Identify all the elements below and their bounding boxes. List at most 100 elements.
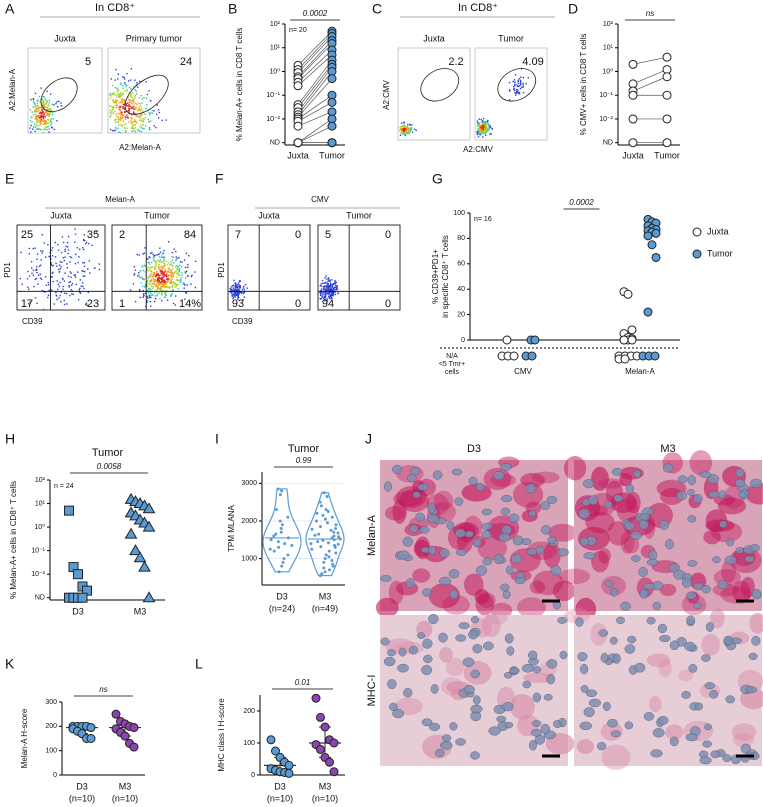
event-dot [149, 128, 151, 131]
event-dot [130, 122, 132, 124]
event-dot [162, 260, 165, 262]
event-dot [490, 133, 492, 135]
event-dot [150, 274, 152, 277]
event-dot [238, 286, 241, 288]
event-dot [160, 289, 162, 292]
event-dot [183, 259, 186, 261]
event-dot [488, 125, 490, 128]
pair-line [297, 125, 333, 144]
event-dot [115, 106, 117, 109]
event-dot [159, 260, 162, 263]
event-dot [124, 104, 127, 106]
event-dot [128, 103, 130, 106]
event-dot [405, 128, 407, 131]
nucleus [504, 633, 514, 644]
point [627, 325, 637, 335]
event-dot [144, 265, 147, 267]
event-dot [43, 96, 45, 98]
na-label: cells [445, 369, 460, 376]
event-dot [144, 305, 147, 308]
event-dot [51, 264, 53, 267]
category-n: (n=24) [269, 603, 295, 613]
event-dot [399, 127, 401, 129]
event-dot [184, 266, 187, 269]
event-dot [400, 122, 403, 124]
event-dot [161, 278, 164, 280]
event-dot [60, 291, 62, 293]
event-dot [127, 104, 129, 107]
event-dot [21, 283, 23, 285]
event-dot [140, 114, 143, 117]
nucleus [657, 716, 669, 725]
event-dot [153, 259, 155, 262]
gate [497, 68, 537, 102]
category-label: Melan-A [625, 367, 655, 376]
event-dot [136, 93, 138, 95]
event-dot [170, 294, 172, 296]
event-dot [156, 285, 159, 288]
event-dot [484, 123, 486, 125]
event-dot [114, 86, 116, 89]
event-dot [124, 98, 126, 101]
point [86, 734, 96, 743]
event-dot [163, 258, 166, 261]
event-dot [137, 128, 139, 131]
event-dot [150, 278, 153, 281]
event-dot [62, 288, 64, 290]
event-dot [31, 272, 33, 274]
event-dot [487, 119, 489, 122]
event-dot [177, 273, 180, 276]
event-dot [123, 103, 126, 105]
event-dot [122, 99, 125, 101]
y-tick-label: 10¹ [270, 45, 281, 52]
pair-line [632, 56, 668, 65]
event-dot [166, 289, 168, 292]
stain [548, 523, 578, 542]
event-dot [330, 295, 332, 298]
event-dot [152, 275, 155, 277]
event-dot [163, 281, 165, 284]
event-dot [78, 289, 80, 291]
nucleus [546, 673, 556, 685]
nucleus [749, 544, 760, 552]
event-dot [477, 129, 480, 132]
event-dot [153, 300, 156, 303]
event-dot [161, 283, 164, 285]
event-dot [43, 103, 45, 105]
gate-value: 4.09 [522, 56, 543, 68]
nucleus [639, 519, 649, 530]
event-dot [176, 272, 179, 274]
event-dot [157, 278, 160, 281]
event-dot [186, 284, 189, 286]
event-dot [323, 285, 326, 287]
event-dot [41, 289, 44, 292]
event-dot [28, 247, 30, 250]
event-dot [155, 273, 158, 275]
event-dot [44, 111, 47, 114]
event-dot [176, 283, 178, 285]
event-dot [129, 95, 132, 98]
event-dot [139, 296, 141, 299]
panel-header: Melan-A [105, 195, 135, 204]
event-dot [113, 92, 116, 94]
event-dot [43, 119, 45, 121]
nucleus [722, 754, 732, 763]
event-dot [481, 123, 484, 126]
stain [710, 521, 743, 543]
event-dot [476, 130, 478, 133]
event-dot [27, 270, 29, 273]
event-dot [336, 288, 339, 291]
panel-letter: L [195, 656, 203, 672]
point [138, 560, 151, 572]
event-dot [237, 298, 239, 301]
event-dot [166, 264, 169, 266]
event-dot [519, 81, 522, 83]
nucleus [458, 622, 470, 630]
event-dot [114, 129, 116, 132]
event-dot [181, 272, 183, 274]
nucleus [454, 497, 464, 506]
stain [490, 602, 513, 619]
event-dot [177, 287, 179, 290]
nucleus [481, 530, 492, 539]
